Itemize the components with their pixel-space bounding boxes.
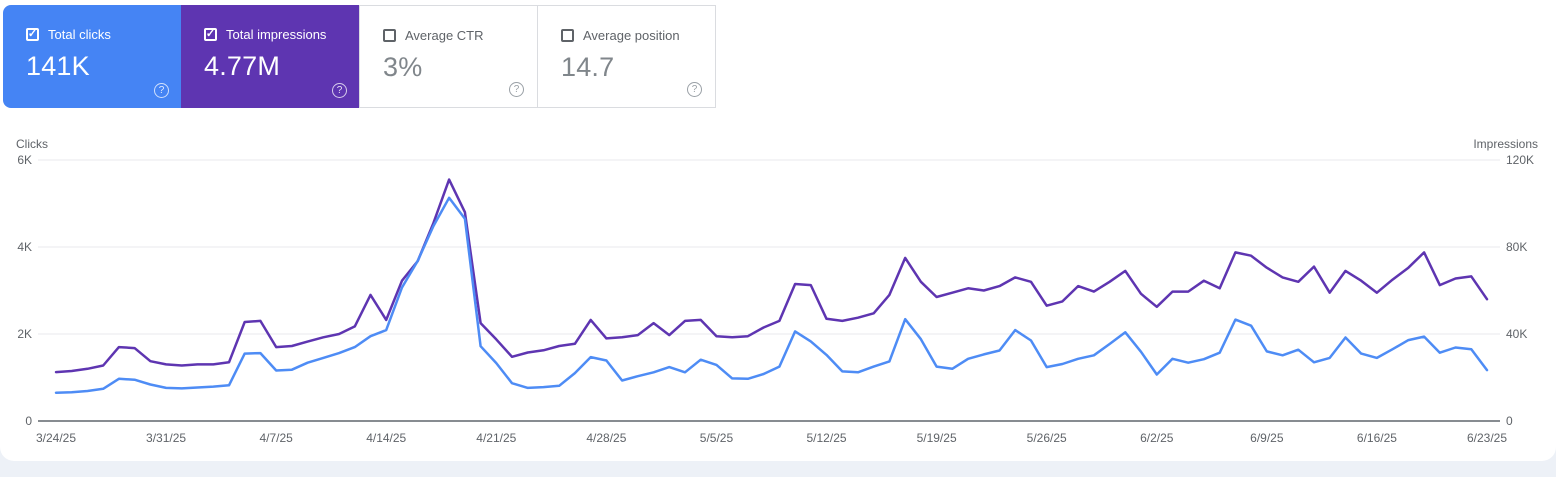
average-position-checkbox[interactable]: ✓ [561, 29, 574, 42]
card-total-impressions[interactable]: ✓ Total impressions 4.77M ? [181, 5, 360, 108]
card-average-ctr[interactable]: ✓ Average CTR 3% ? [359, 5, 538, 108]
total-impressions-checkbox[interactable]: ✓ [204, 28, 217, 41]
total-clicks-value: 141K [26, 51, 90, 81]
card-label: Total impressions [226, 27, 327, 42]
checkmark-icon: ✓ [205, 28, 216, 40]
card-label: Total clicks [48, 27, 111, 42]
average-position-value: 14.7 [561, 52, 615, 82]
card-label: Average CTR [405, 28, 484, 43]
help-icon[interactable]: ? [509, 82, 524, 97]
average-ctr-checkbox[interactable]: ✓ [383, 29, 396, 42]
total-clicks-checkbox[interactable]: ✓ [26, 28, 39, 41]
card-average-position[interactable]: ✓ Average position 14.7 ? [537, 5, 716, 108]
checkmark-icon: ✓ [27, 28, 38, 40]
performance-chart[interactable]: Clicks Impressions 0 2K 4K 6K 0 40K 80K 120K 3/2… [0, 0, 1556, 461]
right-axis-title: Impressions [1473, 137, 1538, 151]
help-icon[interactable]: ? [154, 83, 169, 98]
card-label: Average position [583, 28, 680, 43]
card-total-clicks[interactable]: ✓ Total clicks 141K ? [3, 5, 182, 108]
help-icon[interactable]: ? [332, 83, 347, 98]
metric-cards-row: ✓ Total clicks 141K ? ✓ Total impression… [3, 5, 716, 108]
performance-panel: ✓ Total clicks 141K ? ✓ Total impression… [0, 0, 1556, 461]
help-icon[interactable]: ? [687, 82, 702, 97]
left-axis-title: Clicks [16, 137, 48, 151]
total-impressions-value: 4.77M [204, 51, 281, 81]
average-ctr-value: 3% [383, 52, 423, 82]
